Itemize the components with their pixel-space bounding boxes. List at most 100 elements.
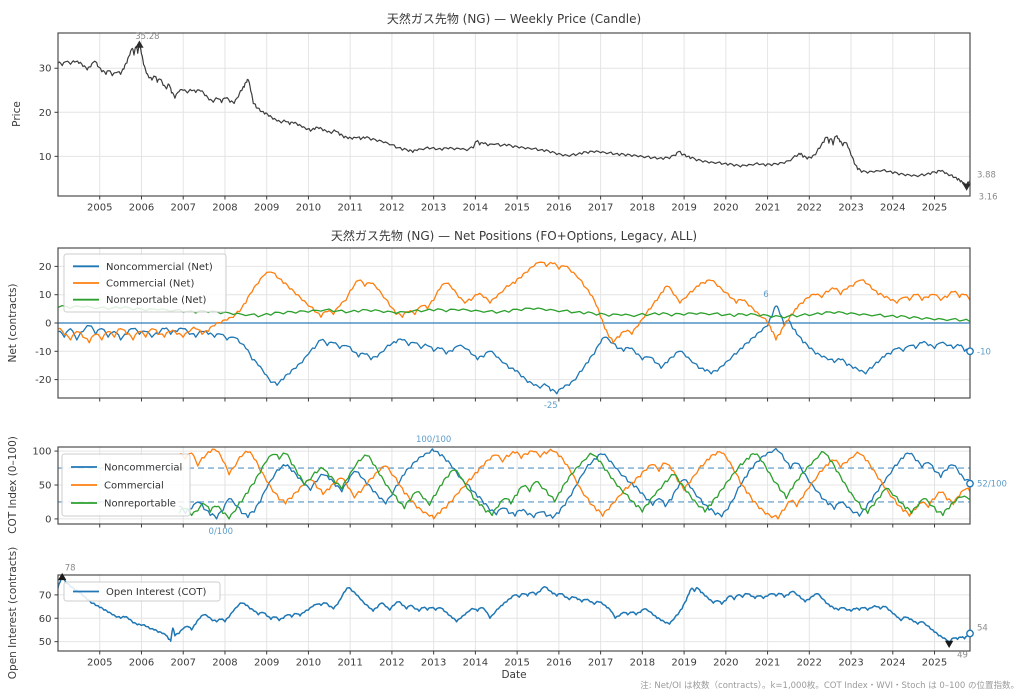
x-tick-label: 2022 [797, 203, 822, 214]
x-tick-label: 2018 [630, 203, 655, 214]
panel-price: 2005 2006 2007 2008 2009 2010 2011 2012 2013 2014… [39, 32, 998, 214]
y-tick-label: 0 [45, 319, 51, 330]
series-line-price [58, 44, 970, 187]
y-tick-label: 10 [39, 152, 52, 163]
y-tick-label: 20 [39, 108, 52, 119]
series-line-commercial [178, 448, 970, 520]
annotation-value: 78 [65, 563, 76, 573]
x-tick-label: 2021 [755, 658, 780, 669]
x-tick-label: 2015 [504, 658, 529, 669]
x-tick-label: 2013 [421, 203, 446, 214]
x-tick-label: 2024 [880, 658, 905, 669]
series-line-noncommercial-net [58, 305, 970, 395]
legend-cot: Noncommercial Commercial Nonreportable [61, 453, 191, 517]
x-axis-label: Date [501, 669, 527, 681]
annotation-value: 52/100 [977, 480, 1007, 490]
series-line-open-interest-cot [58, 576, 970, 645]
legend-label-noncommercial-net: Noncommercial (Net) [106, 262, 213, 273]
annotation-value: 3.88 [977, 170, 996, 180]
x-tick-label: 2023 [838, 658, 863, 669]
x-tick-label: 2023 [838, 203, 863, 214]
x-tick-label: 2005 [87, 203, 112, 214]
price-panel-title: 天然ガス先物 (NG) — Weekly Price (Candle) [386, 12, 642, 26]
legend-net: Noncommercial (Net) Commercial (Net) Nonre… [63, 253, 227, 313]
annotation-value: 35.28 [135, 32, 159, 42]
x-tick-label: 2008 [212, 203, 237, 214]
last-point-marker-icon [966, 479, 974, 488]
legend-label-nonreportable: Nonreportable [104, 499, 176, 510]
y-tick-label: 10 [39, 290, 52, 301]
x-tick-label: 2014 [463, 658, 488, 669]
y-tick-label: 50 [39, 637, 52, 648]
y-tick-label: 0 [45, 514, 51, 525]
x-tick-label: 2006 [129, 203, 154, 214]
x-tick-label: 2013 [421, 658, 446, 669]
x-tick-label: 2019 [671, 203, 696, 214]
annotation-value: 54 [977, 623, 988, 633]
x-tick-label: 2014 [463, 203, 488, 214]
x-tick-label: 2024 [880, 203, 905, 214]
y-tick-label: 100 [32, 447, 51, 458]
x-tick-label: 2020 [713, 658, 738, 669]
annotation-value: 6 [763, 290, 768, 300]
footnote: 注: Net/OI は枚数（contracts）。k=1,000枚。COT In… [640, 681, 1019, 691]
x-tick-label: 2011 [337, 203, 362, 214]
annotation-value: -10 [977, 347, 991, 357]
x-tick-label: 2009 [254, 658, 279, 669]
panel-border-oi [57, 574, 971, 652]
x-tick-label: 2007 [170, 658, 195, 669]
last-point-marker-icon [966, 629, 974, 638]
net-panel-title: 天然ガス先物 (NG) — Net Positions (FO+Options,… [330, 229, 698, 243]
x-tick-label: 2018 [630, 658, 655, 669]
legend-oi: Open Interest (COT) [63, 581, 221, 602]
x-tick-label: 2019 [671, 658, 696, 669]
x-tick-label: 2021 [755, 203, 780, 214]
x-tick-label: 2006 [129, 658, 154, 669]
x-tick-label: 2005 [87, 658, 112, 669]
x-tick-label: 2017 [588, 203, 613, 214]
grid-oi [58, 575, 970, 651]
x-tick-label: 2012 [379, 203, 404, 214]
last-point-marker-icon [966, 347, 974, 356]
legend-label-noncommercial: Noncommercial [104, 463, 182, 474]
panel-oi: 2005 2006 2007 2008 2009 2010 2011 2012 2013 2014… [39, 563, 988, 668]
x-tick-label: 2007 [170, 203, 195, 214]
annotation-value: 49 [957, 651, 968, 661]
series-line-commercial-net [58, 261, 970, 344]
x-tick-label: 2016 [546, 658, 571, 669]
legend-label-commercial: Commercial [104, 481, 164, 492]
y-tick-label: 20 [39, 262, 52, 273]
panel-cot: 0 50 100 Noncommercial Commercial Nonreportab… [32, 435, 1007, 537]
x-tick-label: 2017 [588, 658, 613, 669]
panel-net: -20 -10 0 10 20 Noncommercial (Net) Commercial… [35, 247, 991, 411]
annotation-value: 3.16 [979, 192, 998, 202]
series-line-nonreportable [178, 450, 970, 520]
ticks-net: -20 -10 0 10 20 [35, 262, 936, 402]
x-tick-label: 2016 [546, 203, 571, 214]
y-tick-label: -10 [35, 347, 51, 358]
grid-price [58, 33, 970, 196]
y-tick-label: 30 [39, 64, 52, 75]
legend-label-nonreportable-net: Nonreportable (Net) [106, 295, 207, 306]
x-tick-label: 2011 [337, 658, 362, 669]
x-tick-label: 2022 [797, 658, 822, 669]
x-tick-label: 2010 [296, 203, 321, 214]
x-tick-label: 2009 [254, 203, 279, 214]
y-tick-label: 70 [39, 590, 52, 601]
x-tick-label: 2025 [922, 658, 947, 669]
annotation-value: 0/100 [209, 527, 234, 537]
series-line-noncommercial [178, 447, 970, 520]
ticks-price: 2005 2006 2007 2008 2009 2010 2011 2012 2013 2014… [39, 64, 947, 214]
max-marker-icon [135, 40, 144, 48]
ticks-oi: 2005 2006 2007 2008 2009 2010 2011 2012 2013 2014… [39, 590, 947, 668]
x-tick-label: 2012 [379, 658, 404, 669]
legend-label-open-interest-cot: Open Interest (COT) [106, 587, 206, 598]
y-tick-label: 50 [39, 480, 52, 491]
x-tick-label: 2025 [922, 203, 947, 214]
panel-border-price [57, 32, 971, 197]
min-marker-icon [944, 640, 954, 649]
x-tick-label: 2008 [212, 658, 237, 669]
ticks-cot: 0 50 100 [32, 447, 936, 528]
